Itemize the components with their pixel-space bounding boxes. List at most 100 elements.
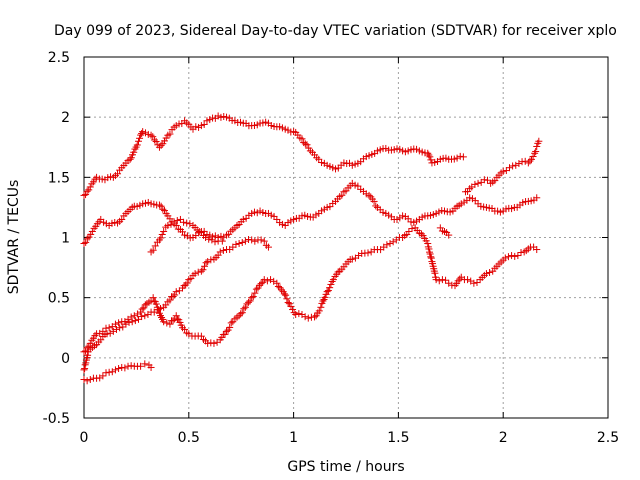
x-tick-label: 2 <box>499 430 508 446</box>
data-point <box>204 339 212 347</box>
data-point <box>417 230 425 238</box>
data-point <box>389 238 397 246</box>
data-point <box>127 154 135 162</box>
data-point <box>365 191 373 199</box>
data-point <box>207 256 215 264</box>
data-point <box>133 141 141 149</box>
data-point <box>82 359 90 367</box>
data-point <box>204 258 212 266</box>
data-point <box>251 237 259 245</box>
data-point <box>127 362 135 370</box>
data-point <box>172 288 180 296</box>
data-point <box>252 285 260 293</box>
data-point <box>125 318 133 326</box>
data-point <box>166 296 174 304</box>
axis-ticks: 0 0.5 1 1.5 2 2.5 -0.5 0 0.5 1 1.5 2 2.5 <box>43 50 619 446</box>
data-point <box>424 240 432 248</box>
data-point <box>130 148 138 156</box>
data-point <box>249 293 257 301</box>
data-point <box>154 306 162 314</box>
data-point <box>432 276 440 284</box>
data-point <box>245 298 253 306</box>
data-point <box>85 342 93 350</box>
data-point <box>86 183 94 191</box>
data-point <box>482 270 490 278</box>
data-point <box>138 305 146 313</box>
data-point <box>483 176 491 184</box>
data-point <box>136 134 144 142</box>
x-tick-label: 0.5 <box>178 430 200 446</box>
data-point <box>149 246 157 254</box>
data-point <box>164 221 172 229</box>
data-point <box>81 361 89 369</box>
data-point <box>438 276 446 284</box>
data-point <box>218 333 226 341</box>
data-point <box>147 131 155 139</box>
data-point <box>83 187 91 195</box>
data-point <box>210 339 218 347</box>
data-point <box>103 330 111 338</box>
data-point <box>486 268 494 276</box>
data-point <box>159 205 167 213</box>
data-point <box>163 319 171 327</box>
data-point <box>141 360 149 368</box>
data-point <box>124 362 132 370</box>
data-point <box>419 232 427 240</box>
data-point <box>260 276 268 284</box>
data-point <box>386 240 394 248</box>
data-point <box>169 292 177 300</box>
data-point <box>427 254 435 262</box>
data-point <box>289 306 297 314</box>
data-point <box>118 216 126 224</box>
y-tick-label: 0 <box>61 351 70 367</box>
data-point <box>533 246 541 254</box>
data-point <box>173 217 181 225</box>
data-point <box>155 201 163 209</box>
data-point <box>240 305 248 313</box>
data-point <box>243 300 251 308</box>
data-point <box>445 231 453 239</box>
y-axis-label: SDTVAR / TECUs <box>6 180 22 295</box>
data-point <box>201 262 209 270</box>
data-point <box>83 344 91 352</box>
x-tick-label: 0 <box>80 430 89 446</box>
x-tick-label: 2.5 <box>597 430 619 446</box>
data-point <box>150 136 158 144</box>
data-point <box>82 347 90 355</box>
data-point <box>427 156 435 164</box>
data-point <box>474 179 482 187</box>
data-point <box>303 141 311 149</box>
data-point <box>180 218 188 226</box>
data-point <box>216 248 224 256</box>
data-point <box>301 313 309 321</box>
data-point <box>80 348 88 356</box>
data-point <box>274 282 282 290</box>
data-point <box>317 303 325 311</box>
data-point <box>81 365 89 373</box>
data-point <box>200 120 208 128</box>
data-point <box>202 234 210 241</box>
data-point <box>278 286 286 294</box>
data-point <box>426 153 434 161</box>
data-point <box>105 324 113 332</box>
data-point <box>504 253 512 261</box>
data-point <box>237 310 245 318</box>
data-point <box>248 236 256 244</box>
data-point <box>535 137 543 145</box>
data-point <box>405 227 413 235</box>
data-point <box>372 202 380 210</box>
data-point <box>246 297 254 305</box>
data-point <box>431 269 439 277</box>
data-point <box>80 240 88 248</box>
data-point <box>186 220 194 228</box>
data-point <box>157 141 165 149</box>
data-point <box>334 268 342 276</box>
data-point <box>311 313 319 321</box>
data-point <box>160 227 168 235</box>
data-point <box>257 236 265 244</box>
data-point <box>141 301 149 309</box>
y-tick-label: 2.5 <box>48 50 70 66</box>
data-point <box>315 307 323 315</box>
x-tick-label: 1.5 <box>387 430 409 446</box>
data-point <box>219 246 227 254</box>
